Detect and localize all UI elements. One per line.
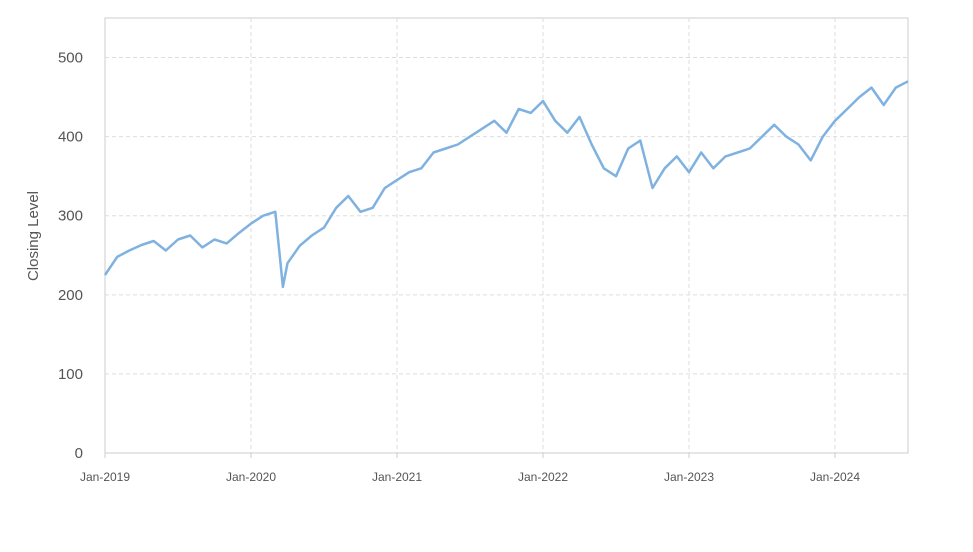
y-tick-label: 200	[58, 287, 83, 304]
y-tick-label: 100	[58, 366, 83, 383]
x-tick-label: Jan-2020	[226, 470, 276, 484]
x-tick-label: Jan-2019	[80, 470, 130, 484]
y-axis-label: Closing Level	[25, 191, 42, 281]
y-tick-label: 300	[58, 208, 83, 225]
x-tick-label: Jan-2024	[810, 470, 860, 484]
x-tick-label: Jan-2023	[664, 470, 714, 484]
x-tick-label: Jan-2021	[372, 470, 422, 484]
plot-frame	[104, 17, 909, 454]
series-line-0	[103, 80, 909, 289]
y-tick-label: 400	[58, 129, 83, 146]
series-layer	[103, 80, 909, 289]
y-tick-label: 0	[75, 445, 83, 462]
grid-layer	[104, 17, 909, 454]
axis-layer: 0 100 200 300 400 500 Jan-2019 Jan-2020 Jan-2021…	[58, 50, 908, 484]
x-tick-label: Jan-2022	[518, 470, 568, 484]
y-tick-label: 500	[58, 50, 83, 67]
